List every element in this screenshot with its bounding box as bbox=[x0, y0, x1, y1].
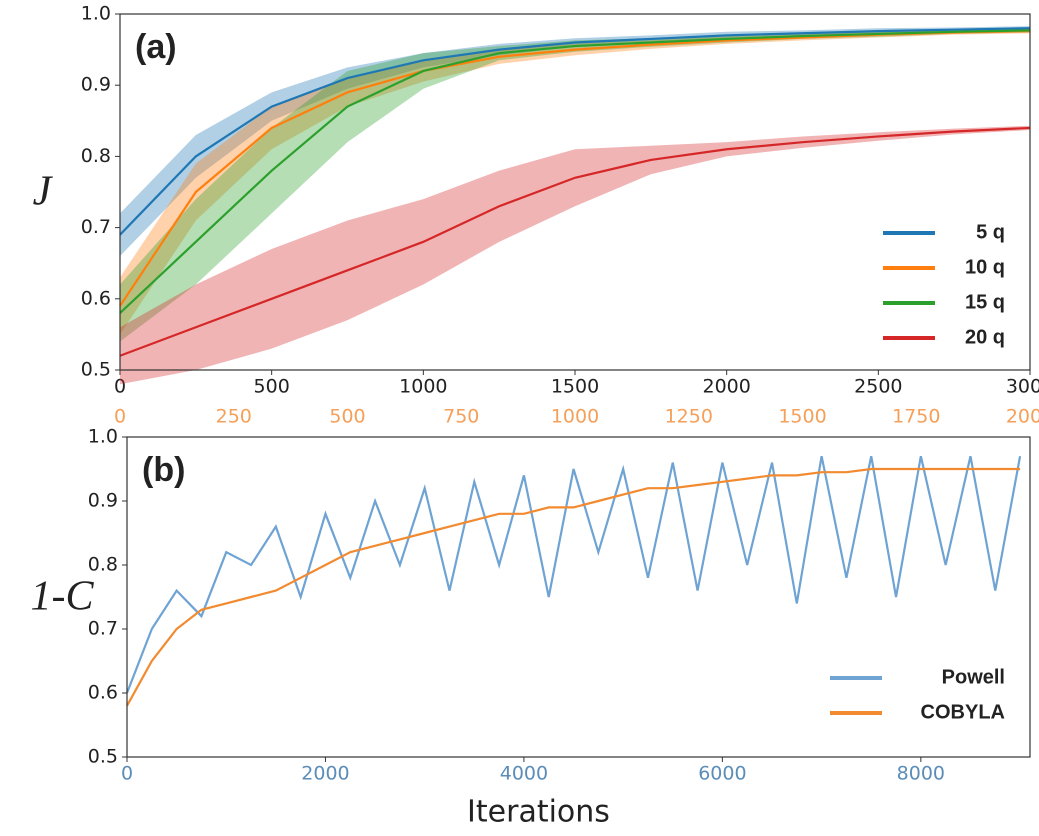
line bbox=[119, 27, 1031, 236]
x2-tick-label: 1750 bbox=[892, 406, 940, 428]
band bbox=[120, 26, 1030, 257]
x-axis-label: Iterations bbox=[467, 795, 610, 830]
panel-label: (a) bbox=[135, 28, 177, 66]
x2-tick-label: 0 bbox=[114, 406, 126, 428]
legend-label: 5 q bbox=[976, 221, 1005, 243]
legend-label: 15 q bbox=[965, 291, 1005, 313]
y-tick-label: 1.0 bbox=[81, 3, 111, 25]
x-tick-label: 0 bbox=[121, 763, 133, 785]
y-tick-label: 0.8 bbox=[81, 145, 111, 167]
line bbox=[119, 29, 1031, 314]
y-tick-label: 0.5 bbox=[88, 746, 118, 768]
frame bbox=[119, 13, 1031, 371]
panel-label: (b) bbox=[142, 451, 185, 489]
legend-label: 10 q bbox=[965, 256, 1005, 278]
x-tick-label: 2500 bbox=[854, 376, 902, 398]
legend-label: 20 q bbox=[965, 326, 1005, 348]
legend-label: Powell bbox=[942, 666, 1005, 688]
x2-tick-label: 750 bbox=[443, 406, 479, 428]
x2-tick-label: 500 bbox=[329, 406, 365, 428]
line bbox=[125, 455, 1022, 694]
line bbox=[119, 126, 1031, 357]
y-tick-label: 0.7 bbox=[88, 618, 118, 640]
y-tick-label: 1.0 bbox=[88, 426, 118, 448]
x2-tick-label: 2000 bbox=[1006, 406, 1039, 428]
y-axis-label: 1-C bbox=[31, 574, 95, 620]
x-tick-label: 1500 bbox=[551, 376, 599, 398]
band bbox=[120, 125, 1030, 385]
x-tick-label: 6000 bbox=[698, 763, 746, 785]
x2-tick-label: 1500 bbox=[778, 406, 826, 428]
x-tick-label: 500 bbox=[254, 376, 290, 398]
x-tick-label: 2000 bbox=[702, 376, 750, 398]
x-tick-label: 0 bbox=[114, 376, 126, 398]
x2-tick-label: 1250 bbox=[665, 406, 713, 428]
x-tick-label: 4000 bbox=[500, 763, 548, 785]
legend-label: COBYLA bbox=[921, 701, 1005, 723]
y-axis-label: J bbox=[33, 169, 54, 215]
x-tick-label: 8000 bbox=[897, 763, 945, 785]
y-tick-label: 0.6 bbox=[88, 682, 118, 704]
x2-tick-label: 250 bbox=[216, 406, 252, 428]
frame bbox=[126, 436, 1031, 758]
y-tick-label: 0.5 bbox=[81, 359, 111, 381]
line bbox=[126, 467, 1021, 707]
x-tick-label: 1000 bbox=[399, 376, 447, 398]
y-tick-label: 0.7 bbox=[81, 216, 111, 238]
y-tick-label: 0.6 bbox=[81, 287, 111, 309]
y-tick-label: 0.9 bbox=[88, 490, 118, 512]
x-tick-label: 2000 bbox=[301, 763, 349, 785]
y-tick-label: 0.8 bbox=[88, 554, 118, 576]
y-tick-label: 0.9 bbox=[81, 74, 111, 96]
band bbox=[120, 28, 1030, 335]
x2-tick-label: 1000 bbox=[551, 406, 599, 428]
